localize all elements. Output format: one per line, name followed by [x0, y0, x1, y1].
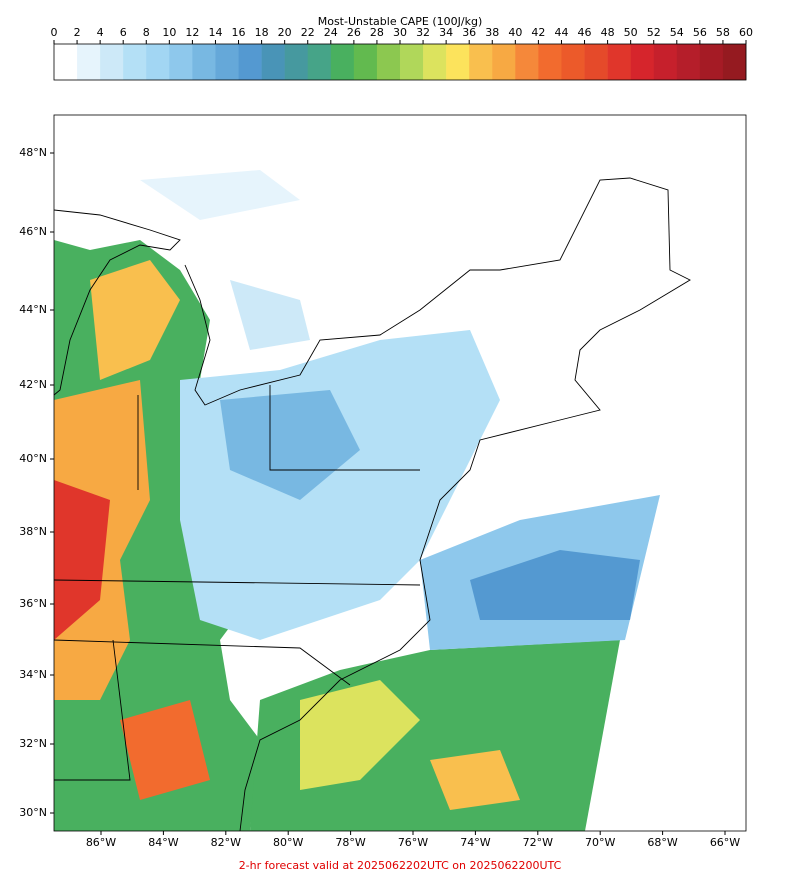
colorbar-segment [722, 44, 747, 80]
lon-label: 86°W [86, 836, 116, 849]
lon-label: 74°W [460, 836, 490, 849]
colorbar-tick-label: 50 [624, 26, 638, 39]
lat-label: 32°N [19, 737, 47, 750]
colorbar-tick-label: 16 [232, 26, 246, 39]
lat-label: 36°N [19, 597, 47, 610]
colorbar-tick-label: 18 [255, 26, 269, 39]
colorbar-tick-label: 2 [74, 26, 81, 39]
colorbar-segment [146, 44, 170, 80]
colorbar-tick-label: 22 [301, 26, 315, 39]
colorbar-tick-label: 6 [120, 26, 127, 39]
lat-label: 42°N [19, 378, 47, 391]
colorbar-tick-label: 38 [485, 26, 499, 39]
colorbar-tick-label: 58 [716, 26, 730, 39]
colorbar-segment [215, 44, 239, 80]
colorbar-segment [538, 44, 562, 80]
colorbar-segment [77, 44, 101, 80]
colorbar-tick-label: 24 [324, 26, 338, 39]
lon-label: 80°W [273, 836, 303, 849]
colorbar-segment [561, 44, 585, 80]
lon-label: 76°W [398, 836, 428, 849]
colorbar-tick-label: 14 [208, 26, 222, 39]
colorbar-segment [192, 44, 216, 80]
colorbar-segment [169, 44, 193, 80]
colorbar-tick-label: 40 [508, 26, 522, 39]
lat-label: 48°N [19, 146, 47, 159]
colorbar-segment [100, 44, 124, 80]
colorbar-tick-label: 30 [393, 26, 407, 39]
colorbar-segment [676, 44, 701, 80]
colorbar-tick-label: 26 [347, 26, 361, 39]
lon-label: 82°W [211, 836, 241, 849]
colorbar-segment [284, 44, 309, 80]
colorbar-segment [330, 44, 355, 80]
colorbar-segment [630, 44, 655, 80]
lon-label: 66°W [710, 836, 740, 849]
colorbar-segment [515, 44, 539, 80]
colorbar-tick-label: 60 [739, 26, 753, 39]
colorbar-segment [307, 44, 332, 80]
map-frame [53, 114, 747, 832]
colorbar-segment [584, 44, 608, 80]
lon-label: 68°W [647, 836, 677, 849]
colorbar-segment [238, 44, 262, 80]
colorbar-segment [123, 44, 147, 80]
lat-label: 46°N [19, 225, 47, 238]
colorbar-segment [54, 44, 78, 80]
lon-label: 84°W [148, 836, 178, 849]
colorbar-tick-label: 20 [278, 26, 292, 39]
map-axes: 48°N 46°N 44°N 42°N 40°N 38°N 36°N 34°N 32°N 30°N… [19, 146, 740, 849]
colorbar-tick-label: 34 [439, 26, 453, 39]
colorbar-tick-label: 44 [554, 26, 568, 39]
colorbar-tick-label: 48 [601, 26, 615, 39]
colorbar-segment [261, 44, 285, 80]
lon-label: 70°W [585, 836, 615, 849]
colorbar-tick-label: 12 [185, 26, 199, 39]
colorbar-tick-label: 8 [143, 26, 150, 39]
colorbar-tick-label: 52 [647, 26, 661, 39]
colorbar-tick-label: 4 [97, 26, 104, 39]
coastlines [53, 177, 691, 832]
colorbar-tick-label: 54 [670, 26, 684, 39]
lat-label: 38°N [19, 525, 47, 538]
colorbar-tick-label: 42 [531, 26, 545, 39]
cape-field [54, 170, 660, 831]
colorbar-segment [353, 44, 378, 80]
colorbar-tick-label: 46 [578, 26, 592, 39]
colorbar-segment [492, 44, 516, 80]
lon-label: 72°W [523, 836, 553, 849]
colorbar-tick-label: 10 [162, 26, 176, 39]
colorbar-tick-label: 28 [370, 26, 384, 39]
forecast-footer: 2-hr forecast valid at 2025062202UTC on … [239, 859, 562, 872]
colorbar-tick-label: 0 [51, 26, 58, 39]
colorbar: 0 2 4 6 8 10 12 14 16 18 20 22 24 26 28 30 32 34 36 38 40 42 4… [51, 26, 753, 81]
colorbar-segment [376, 44, 401, 80]
lat-label: 30°N [19, 806, 47, 819]
colorbar-segment [653, 44, 678, 80]
colorbar-segment [446, 44, 470, 80]
lat-label: 44°N [19, 303, 47, 316]
lat-label: 40°N [19, 452, 47, 465]
colorbar-segment [699, 44, 724, 80]
lat-label: 34°N [19, 668, 47, 681]
colorbar-segment [400, 44, 424, 80]
colorbar-tick-label: 56 [693, 26, 707, 39]
colorbar-tick-label: 32 [416, 26, 430, 39]
colorbar-segment [423, 44, 447, 80]
colorbar-tick-label: 36 [462, 26, 476, 39]
colorbar-title: Most-Unstable CAPE (100J/kg) [318, 15, 483, 28]
lon-label: 78°W [335, 836, 365, 849]
colorbar-segment [607, 44, 631, 80]
colorbar-segment [469, 44, 493, 80]
